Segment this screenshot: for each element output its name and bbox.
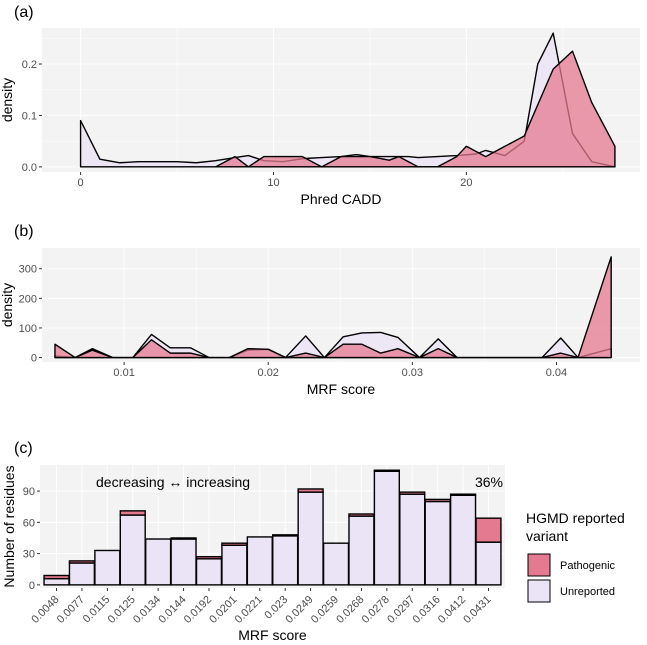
panel-c-label: (c) <box>14 440 33 457</box>
x-axis-title: MRF score <box>238 627 307 643</box>
bar-pathogenic <box>272 534 299 537</box>
x-tick-label: 0.0268 <box>334 594 366 626</box>
x-axis-title: MRF score <box>307 381 376 397</box>
bar-unreported <box>246 536 273 586</box>
y-tick-label: 0 <box>31 353 37 365</box>
bar-pathogenic <box>373 469 400 472</box>
x-tick-label: 0.0201 <box>207 594 239 626</box>
bar-pathogenic <box>297 488 324 493</box>
bar-pathogenic <box>221 542 248 546</box>
bar-pathogenic <box>68 560 96 564</box>
legend-key-unreported <box>527 579 551 603</box>
y-axis-title: density <box>0 283 15 327</box>
x-tick-label: 0.02 <box>258 367 279 379</box>
y-tick-label: 0.0 <box>22 162 37 174</box>
y-axis-title: Number of residues <box>1 465 17 587</box>
bar-unreported <box>43 577 70 586</box>
bar-unreported <box>424 500 451 586</box>
y-tick-label: 0.1 <box>22 110 37 122</box>
y-tick-label: 300 <box>19 264 37 276</box>
bar-pathogenic <box>195 556 223 560</box>
bar-unreported <box>145 538 172 586</box>
x-tick-label: 0.04 <box>546 367 567 379</box>
y-tick-label: 0.2 <box>22 59 37 71</box>
x-tick-label: 0.0048 <box>29 594 61 626</box>
x-tick-label: 0.0144 <box>156 594 188 626</box>
bar-unreported <box>449 494 477 586</box>
x-tick-label: 20 <box>460 177 472 189</box>
panel-b-label: (b) <box>14 223 34 240</box>
y-tick-label: 0 <box>29 580 35 592</box>
density-area-pathogenic <box>214 50 616 168</box>
legend-title-line1: HGMD reported <box>526 510 625 526</box>
bar-pathogenic <box>170 537 197 540</box>
bar-unreported <box>119 514 146 586</box>
x-tick-label: 0 <box>78 177 84 189</box>
legend: HGMD reported variant Pathogenic Unrepor… <box>526 510 625 603</box>
y-tick-label: 100 <box>19 323 37 335</box>
y-axis-title: density <box>0 78 15 122</box>
bar-unreported <box>221 544 248 586</box>
x-tick-label: 0.01 <box>113 367 134 379</box>
x-tick-label: 0.0221 <box>233 594 265 626</box>
x-tick-label: 0.0431 <box>461 594 493 626</box>
bar-unreported <box>94 549 121 586</box>
x-tick-label: 0.0134 <box>131 594 163 626</box>
bar-pathogenic <box>348 513 375 517</box>
x-tick-label: 0.0077 <box>55 594 87 626</box>
panel-a-label: (a) <box>14 4 34 21</box>
legend-title-line2: variant <box>526 528 568 544</box>
bar-unreported <box>373 470 400 586</box>
panel-a: 0 10 20 0.0 0.1 0.2 density Phred CADD <box>0 28 640 207</box>
bar-pathogenic <box>449 493 477 496</box>
x-tick-label: 0.0412 <box>436 594 468 626</box>
bar-pathogenic <box>119 510 146 516</box>
y-tick-label: 60 <box>23 517 35 529</box>
y-tick-label: 30 <box>23 549 35 561</box>
bar-pathogenic <box>43 574 70 580</box>
bar-unreported <box>322 542 350 586</box>
x-tick-label: 10 <box>267 177 279 189</box>
bar-pathogenic <box>475 517 502 543</box>
legend-key-pathogenic <box>527 553 551 577</box>
x-tick-label: 0.0316 <box>411 594 443 626</box>
x-tick-label: 0.03 <box>402 367 423 379</box>
bar-unreported <box>297 491 324 586</box>
density-area-pathogenic <box>54 256 612 359</box>
bar-unreported <box>399 493 426 586</box>
bar-unreported <box>68 562 96 586</box>
bar-pathogenic <box>399 491 426 495</box>
bar-unreported <box>348 515 375 586</box>
panel-b: 0.01 0.02 0.03 0.04 0 100 200 300 density MRF sco… <box>0 248 640 397</box>
x-tick-label: 0.0125 <box>106 594 138 626</box>
annotation-percentage: 36% <box>475 474 503 490</box>
bar-unreported <box>170 538 197 586</box>
y-tick-label: 90 <box>23 486 35 498</box>
annotation-direction: decreasing ↔ increasing <box>96 474 250 490</box>
y-tick-label: 200 <box>19 293 37 305</box>
x-tick-label: 0.0249 <box>283 594 315 626</box>
bar-unreported <box>475 541 502 586</box>
bar-pathogenic <box>424 498 451 503</box>
x-tick-label: 0.0259 <box>309 594 341 626</box>
x-tick-label: 0.0278 <box>360 594 392 626</box>
x-tick-label: 0.0192 <box>182 594 214 626</box>
x-axis-title: Phred CADD <box>301 191 382 207</box>
x-tick-label: 0.0297 <box>385 594 417 626</box>
bar-unreported <box>195 558 223 586</box>
bar-unreported <box>272 535 299 586</box>
legend-label-unreported: Unreported <box>560 586 615 598</box>
legend-label-pathogenic: Pathogenic <box>560 560 616 572</box>
